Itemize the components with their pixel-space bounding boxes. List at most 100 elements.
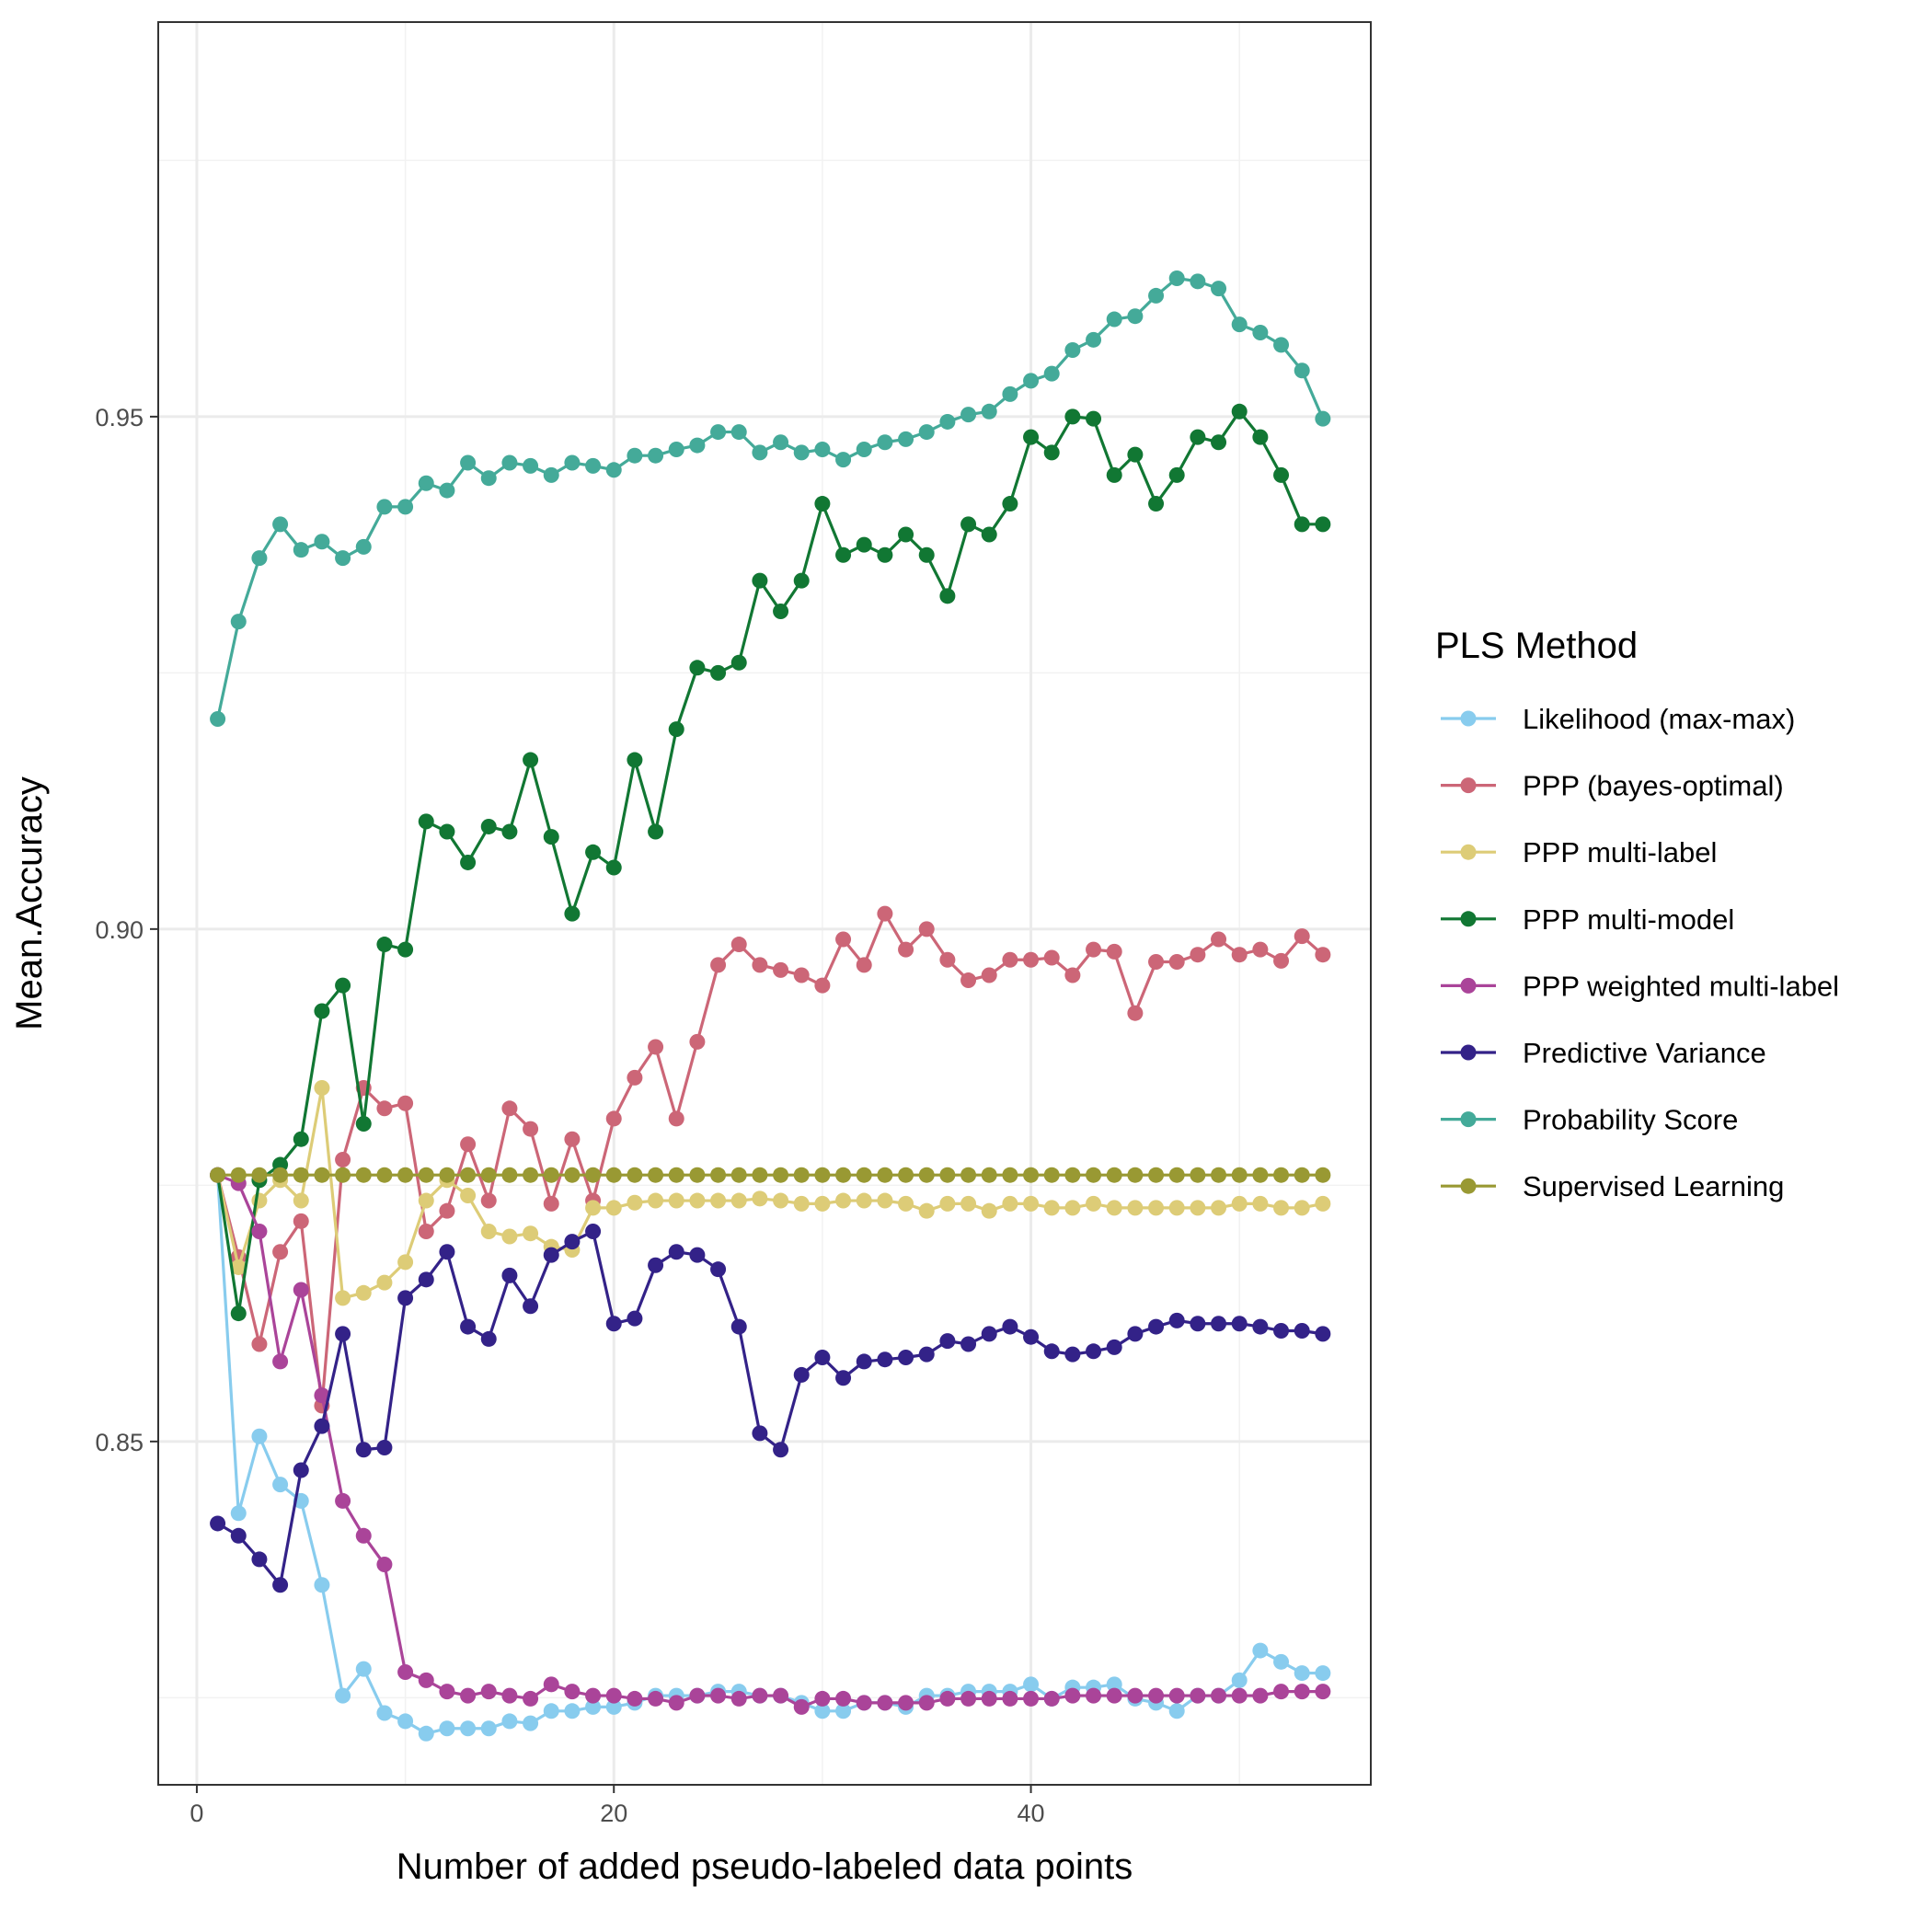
data-point bbox=[1190, 1687, 1206, 1704]
data-point bbox=[397, 1290, 414, 1306]
data-point bbox=[1127, 1200, 1144, 1216]
data-point bbox=[397, 1254, 414, 1271]
grid-major bbox=[158, 22, 1371, 1785]
data-point bbox=[793, 572, 810, 589]
data-point bbox=[293, 1131, 309, 1147]
data-point bbox=[1273, 466, 1290, 483]
data-point bbox=[439, 1244, 455, 1260]
data-point bbox=[460, 1187, 477, 1203]
data-point bbox=[793, 967, 810, 983]
data-point bbox=[835, 1370, 852, 1386]
data-point bbox=[1127, 308, 1144, 325]
data-point bbox=[501, 1100, 518, 1117]
data-point bbox=[730, 937, 747, 953]
data-point bbox=[439, 823, 455, 840]
data-point bbox=[1023, 1195, 1040, 1212]
data-point bbox=[376, 1557, 393, 1572]
data-point bbox=[856, 442, 872, 458]
data-point bbox=[1168, 270, 1185, 286]
data-point bbox=[397, 1713, 414, 1730]
data-point bbox=[1002, 1167, 1018, 1183]
data-point bbox=[1043, 1200, 1060, 1216]
data-point bbox=[1064, 341, 1081, 358]
data-point bbox=[314, 1387, 330, 1404]
data-point bbox=[480, 1684, 497, 1700]
data-point bbox=[939, 1167, 956, 1183]
y-axis-title: Mean.Accuracy bbox=[9, 776, 50, 1030]
data-point bbox=[877, 1351, 893, 1368]
data-point bbox=[648, 1039, 664, 1055]
data-point bbox=[605, 462, 622, 478]
data-point bbox=[939, 1333, 956, 1350]
data-point bbox=[501, 454, 518, 471]
data-point bbox=[752, 1167, 768, 1183]
series-supervised-learning bbox=[210, 1167, 1331, 1183]
data-point bbox=[314, 534, 330, 550]
data-point bbox=[752, 1190, 768, 1207]
data-point bbox=[668, 1167, 684, 1183]
data-point bbox=[605, 1110, 622, 1127]
data-point bbox=[1106, 466, 1122, 483]
legend-item: PPP (bayes-optimal) bbox=[1441, 770, 1784, 802]
data-point bbox=[856, 1353, 872, 1370]
data-point bbox=[376, 1705, 393, 1721]
data-point bbox=[1252, 1195, 1269, 1212]
data-point bbox=[668, 1244, 684, 1260]
data-point bbox=[585, 1200, 602, 1216]
data-point bbox=[856, 1167, 872, 1183]
x-axis: 0 20 40 bbox=[190, 1785, 1045, 1827]
data-point bbox=[960, 1336, 977, 1352]
data-point bbox=[480, 1192, 497, 1209]
data-point bbox=[939, 1195, 956, 1212]
data-point bbox=[1148, 287, 1165, 304]
data-point bbox=[543, 1167, 559, 1183]
data-point bbox=[1023, 951, 1040, 968]
x-axis-title: Number of added pseudo-labeled data poin… bbox=[397, 1846, 1133, 1887]
data-point bbox=[335, 1326, 351, 1342]
data-point bbox=[251, 550, 268, 567]
data-point bbox=[648, 823, 664, 840]
data-point bbox=[1023, 1676, 1040, 1693]
data-point bbox=[1231, 1672, 1248, 1688]
data-point bbox=[689, 1192, 706, 1209]
data-point bbox=[648, 447, 664, 464]
data-point bbox=[1043, 444, 1060, 461]
data-point bbox=[460, 1720, 477, 1737]
data-point bbox=[1023, 1690, 1040, 1707]
data-point bbox=[898, 1695, 914, 1711]
data-point bbox=[710, 424, 727, 441]
data-point bbox=[835, 1703, 852, 1719]
data-point bbox=[251, 1336, 268, 1352]
data-point bbox=[251, 1167, 268, 1183]
data-point bbox=[627, 1167, 643, 1183]
data-point bbox=[668, 1192, 684, 1209]
data-point bbox=[585, 1223, 602, 1239]
data-point bbox=[793, 1366, 810, 1383]
data-point bbox=[1211, 1200, 1227, 1216]
data-point bbox=[856, 957, 872, 973]
data-point bbox=[376, 1440, 393, 1456]
data-point bbox=[898, 1167, 914, 1183]
data-point bbox=[856, 1695, 872, 1711]
data-point bbox=[1211, 281, 1227, 297]
data-point bbox=[523, 1225, 539, 1242]
legend-key-point bbox=[1460, 1111, 1477, 1128]
data-point bbox=[668, 721, 684, 738]
data-point bbox=[1106, 1676, 1122, 1693]
data-point bbox=[585, 1687, 602, 1704]
data-point bbox=[272, 1353, 289, 1370]
data-point bbox=[1252, 1318, 1269, 1335]
data-point bbox=[1294, 1167, 1310, 1183]
data-point bbox=[877, 905, 893, 922]
data-point bbox=[314, 1577, 330, 1593]
data-point bbox=[230, 1527, 247, 1544]
data-point bbox=[752, 1687, 768, 1704]
data-point bbox=[460, 1687, 477, 1704]
data-point bbox=[627, 1069, 643, 1086]
data-point bbox=[376, 1100, 393, 1117]
data-point bbox=[1231, 1167, 1248, 1183]
data-point bbox=[918, 1167, 935, 1183]
data-point bbox=[814, 496, 831, 512]
data-point bbox=[710, 957, 727, 973]
data-point bbox=[1168, 1703, 1185, 1719]
